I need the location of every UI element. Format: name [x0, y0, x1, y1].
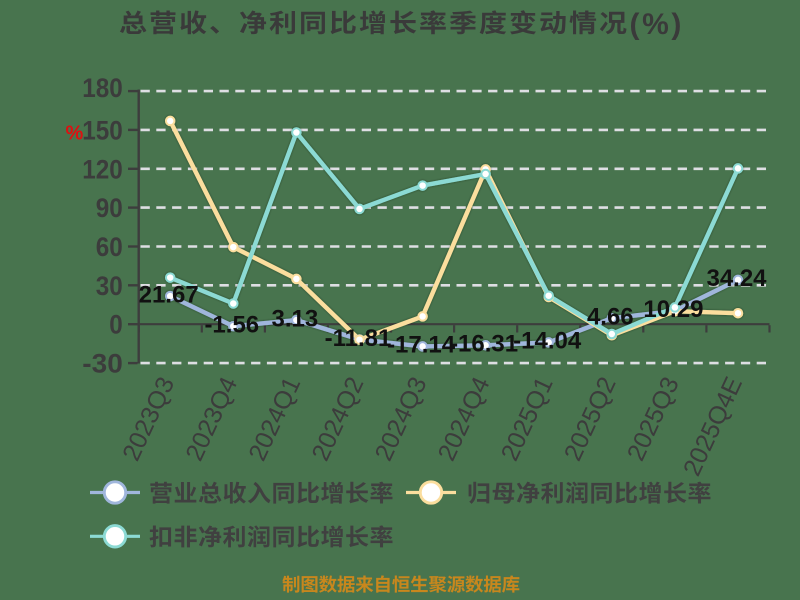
- svg-text:150: 150: [82, 115, 123, 145]
- svg-text:120: 120: [82, 154, 123, 184]
- svg-text:30: 30: [96, 271, 123, 301]
- svg-text:(%): (%): [630, 8, 684, 41]
- svg-text:21.67: 21.67: [139, 281, 199, 308]
- svg-text:60: 60: [96, 232, 123, 262]
- svg-text:%: %: [66, 122, 84, 144]
- svg-text:4.66: 4.66: [587, 304, 634, 331]
- svg-text:10.29: 10.29: [643, 296, 703, 323]
- svg-text:-11.81: -11.81: [325, 325, 392, 352]
- svg-text:-17.14: -17.14: [387, 332, 456, 359]
- svg-text:3.13: 3.13: [272, 305, 319, 332]
- svg-text:-1.56: -1.56: [204, 312, 259, 339]
- svg-text:180: 180: [82, 73, 123, 103]
- svg-text:34.24: 34.24: [706, 265, 767, 292]
- svg-text:0: 0: [109, 310, 123, 340]
- svg-text:90: 90: [96, 193, 123, 223]
- svg-text:-16.31: -16.31: [450, 331, 518, 358]
- svg-text:-30: -30: [82, 349, 123, 379]
- svg-text:-14.04: -14.04: [513, 328, 582, 355]
